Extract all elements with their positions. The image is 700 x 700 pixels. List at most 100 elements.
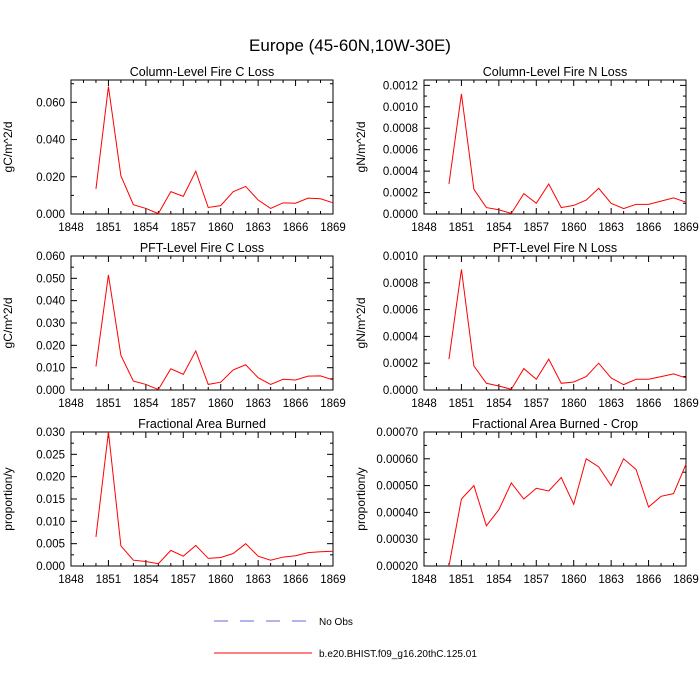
y-tick-label: 0.000 xyxy=(36,561,65,573)
series-line xyxy=(95,431,334,565)
x-tick-label: 1848 xyxy=(411,398,437,410)
x-tick-label: 1848 xyxy=(411,222,437,234)
plot-frame xyxy=(423,79,687,215)
x-tick-label: 1854 xyxy=(486,574,512,586)
series-line xyxy=(448,269,687,390)
y-axis-label: gC/m^2/d xyxy=(1,298,15,349)
y-tick-label: 0.060 xyxy=(36,251,65,263)
x-tick-label: 1869 xyxy=(320,398,346,410)
panel-title: Column-Level Fire N Loss xyxy=(483,65,628,79)
x-tick-label: 1869 xyxy=(320,574,346,586)
main-title: Europe (45-60N,10W-30E) xyxy=(249,36,451,55)
x-tick-label: 1857 xyxy=(170,574,196,586)
y-tick-label: 0.020 xyxy=(36,172,65,184)
x-tick-label: 1866 xyxy=(283,222,309,234)
x-tick-label: 1857 xyxy=(170,398,196,410)
plot-frame xyxy=(70,79,334,215)
y-tick-label: 0.000 xyxy=(36,385,65,397)
x-tick-label: 1851 xyxy=(96,398,122,410)
x-tick-label: 1851 xyxy=(449,398,475,410)
panel-0: 1848 1851 1854 1857 1860 1863 1866 1869 0.000 0.0… xyxy=(1,65,346,234)
y-axis-label: gN/m^2/d xyxy=(354,122,368,173)
x-tick-label: 1863 xyxy=(598,574,624,586)
y-tick-label: 0.010 xyxy=(36,516,65,528)
y-tick-label: 0.020 xyxy=(36,472,65,484)
y-tick-label: 0.040 xyxy=(36,296,65,308)
legend-label-model: b.e20.BHIST.f09_g16.20thC.125.01 xyxy=(319,649,477,660)
x-tick-label: 1860 xyxy=(561,222,587,234)
y-tick-label: 0.0000 xyxy=(383,209,418,221)
y-axis-label: proportion/y xyxy=(1,467,15,530)
series-line xyxy=(448,457,687,567)
x-tick-label: 1863 xyxy=(245,222,271,234)
x-tick-label: 1854 xyxy=(133,222,159,234)
x-tick-label: 1869 xyxy=(673,574,699,586)
y-tick-label: 0.0002 xyxy=(383,358,418,370)
x-tick-label: 1869 xyxy=(673,398,699,410)
y-tick-label: 0.025 xyxy=(36,449,65,461)
y-axis-label: gC/m^2/d xyxy=(1,122,15,173)
y-tick-label: 0.005 xyxy=(36,539,65,551)
y-axis-label: gN/m^2/d xyxy=(354,298,368,349)
x-tick-label: 1863 xyxy=(245,398,271,410)
y-tick-label: 0.0002 xyxy=(383,188,418,200)
y-tick-label: 0.00040 xyxy=(376,507,418,519)
y-tick-label: 0.0004 xyxy=(383,166,419,178)
series-line xyxy=(448,93,687,215)
x-tick-label: 1854 xyxy=(133,574,159,586)
y-tick-label: 0.020 xyxy=(36,340,65,352)
legend: No Obs b.e20.BHIST.f09_g16.20thC.125.01 xyxy=(214,617,477,660)
x-tick-label: 1848 xyxy=(58,222,84,234)
plot-frame xyxy=(70,255,334,391)
y-tick-label: 0.010 xyxy=(36,363,65,375)
x-tick-label: 1866 xyxy=(283,574,309,586)
x-tick-label: 1866 xyxy=(636,398,662,410)
y-tick-label: 0.00050 xyxy=(376,481,418,493)
plot-frame xyxy=(423,431,687,567)
x-tick-label: 1851 xyxy=(449,574,475,586)
panel-title: Fractional Area Burned - Crop xyxy=(472,417,638,431)
legend-label-no-obs: No Obs xyxy=(319,617,353,628)
x-tick-label: 1851 xyxy=(449,222,475,234)
x-tick-label: 1860 xyxy=(561,574,587,586)
y-tick-label: 0.0010 xyxy=(383,251,418,263)
x-tick-label: 1863 xyxy=(245,574,271,586)
y-axis-label: proportion/y xyxy=(354,467,368,530)
x-tick-label: 1851 xyxy=(96,222,122,234)
series-line xyxy=(95,274,334,391)
panel-title: Fractional Area Burned xyxy=(138,417,266,431)
series-line xyxy=(95,86,334,215)
x-tick-label: 1860 xyxy=(561,398,587,410)
panel-title: PFT-Level Fire N Loss xyxy=(493,241,617,255)
x-tick-label: 1860 xyxy=(208,222,234,234)
panel-title: PFT-Level Fire C Loss xyxy=(140,241,264,255)
y-tick-label: 0.0000 xyxy=(383,385,418,397)
panel-2: 1848 1851 1854 1857 1860 1863 1866 1869 0.000 0.0… xyxy=(1,241,346,410)
y-tick-label: 0.030 xyxy=(36,318,65,330)
x-tick-label: 1866 xyxy=(636,574,662,586)
x-tick-label: 1854 xyxy=(486,222,512,234)
y-tick-label: 0.0012 xyxy=(383,80,418,92)
x-tick-label: 1863 xyxy=(598,398,624,410)
x-tick-label: 1860 xyxy=(208,574,234,586)
panel-4: 1848 1851 1854 1857 1860 1863 1866 1869 0.000 0.0… xyxy=(1,417,346,586)
x-tick-label: 1848 xyxy=(411,574,437,586)
panel-title: Column-Level Fire C Loss xyxy=(130,65,275,79)
x-tick-label: 1848 xyxy=(58,574,84,586)
y-tick-label: 0.00060 xyxy=(376,454,418,466)
plot-frame xyxy=(423,255,687,391)
y-tick-label: 0.030 xyxy=(36,427,65,439)
x-tick-label: 1860 xyxy=(208,398,234,410)
y-tick-label: 0.00070 xyxy=(376,427,418,439)
y-tick-label: 0.0006 xyxy=(383,305,418,317)
x-tick-label: 1869 xyxy=(673,222,699,234)
y-tick-label: 0.040 xyxy=(36,135,65,147)
x-tick-label: 1857 xyxy=(523,222,549,234)
y-tick-label: 0.0010 xyxy=(383,102,418,114)
x-tick-label: 1863 xyxy=(598,222,624,234)
y-tick-label: 0.0004 xyxy=(383,331,419,343)
x-tick-label: 1857 xyxy=(523,574,549,586)
x-tick-label: 1869 xyxy=(320,222,346,234)
panels: 1848 1851 1854 1857 1860 1863 1866 1869 0.000 0.0… xyxy=(1,65,699,586)
